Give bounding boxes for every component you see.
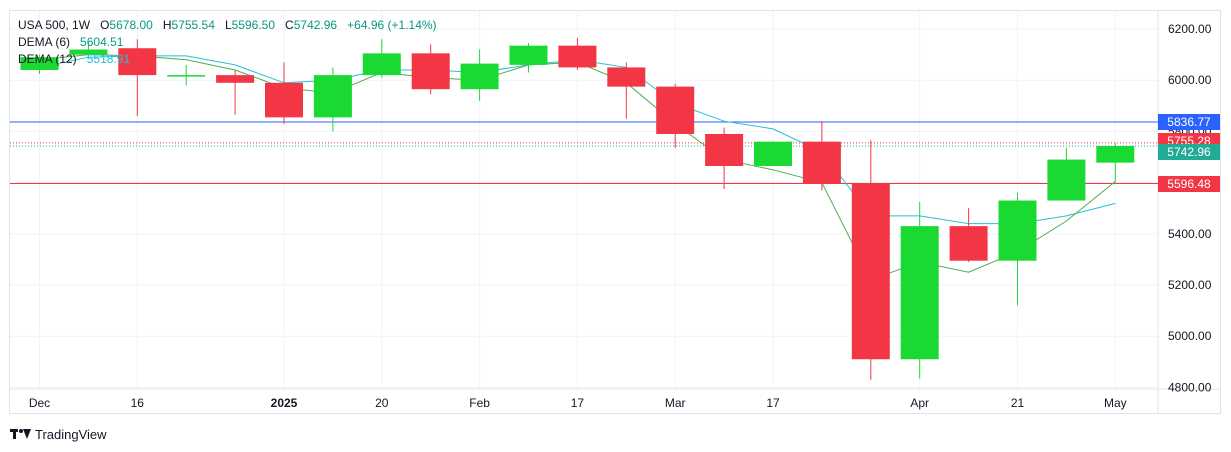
legend-high-value: 5755.54 [171, 18, 215, 32]
tradingview-branding[interactable]: TradingView [10, 424, 107, 444]
candle-up [362, 53, 401, 76]
legend-high-label: H [162, 18, 172, 32]
legend-dema12-row[interactable]: DEMA (12) 5518.91 [18, 51, 437, 68]
x-tick-label: 17 [571, 396, 585, 410]
candle-down [949, 226, 988, 261]
candle-down [216, 75, 255, 83]
legend-open-label: O [100, 18, 110, 32]
y-tick-label: 4800.00 [1168, 380, 1212, 394]
legend-dema6-value: 5604.51 [80, 35, 124, 49]
candle-down [558, 45, 597, 68]
y-tick-label: 6000.00 [1168, 73, 1212, 87]
legend-dema12-label: DEMA (12) [18, 52, 77, 66]
x-tick-label: May [1104, 396, 1127, 410]
candle-down [802, 141, 841, 184]
candle-up [313, 75, 352, 118]
candle-up [1096, 146, 1135, 163]
legend-close-value: 5742.96 [293, 18, 338, 32]
candle-down [851, 183, 890, 360]
candle-up [998, 200, 1037, 261]
price-tag-5596-48: 5596.48 [1158, 175, 1220, 192]
legend-change: +64.96 (+1.14%) [347, 18, 437, 32]
x-tick-label: Mar [665, 396, 686, 410]
legend-ohlc-row: USA 500, 1W O5678.00 H5755.54 L5596.50 C… [18, 17, 437, 34]
x-tick-label: Apr [910, 396, 929, 410]
candle-up [69, 49, 108, 55]
tradingview-text: TradingView [35, 426, 107, 442]
legend-symbol: USA 500, 1W [18, 18, 91, 32]
candle-down [656, 86, 695, 134]
candle-up [900, 226, 939, 360]
x-tick-label: Dec [29, 396, 50, 410]
chart-legend: USA 500, 1W O5678.00 H5755.54 L5596.50 C… [18, 17, 437, 68]
candle-down [705, 133, 744, 166]
candle-up [509, 45, 548, 65]
candle-up [167, 75, 206, 77]
legend-low-label: L [224, 18, 232, 32]
tradingview-logo-icon [10, 427, 32, 441]
candle-up [20, 57, 59, 70]
y-tick-label: 5400.00 [1168, 227, 1212, 241]
y-tick-label: 6200.00 [1168, 22, 1212, 36]
price-tag-5742-96: 5742.96 [1158, 144, 1220, 161]
chart-frame[interactable]: USA 500, 1W O5678.00 H5755.54 L5596.50 C… [9, 10, 1221, 414]
y-tick-label: 5200.00 [1168, 278, 1212, 292]
x-tick-label: Feb [469, 396, 490, 410]
x-tick-label: 16 [131, 396, 145, 410]
candlestick-chart[interactable]: 4800.005000.005200.005400.005600.005800.… [10, 11, 1220, 413]
legend-dema6-label: DEMA (6) [18, 35, 71, 49]
legend-dema12-value: 5518.91 [86, 52, 131, 66]
candle-down [411, 53, 450, 90]
y-tick-label: 5000.00 [1168, 329, 1212, 343]
candle-down [118, 48, 157, 76]
legend-close-label: C [285, 18, 294, 32]
legend-low-value: 5596.50 [231, 18, 276, 32]
candle-up [1047, 159, 1086, 201]
legend-dema6-row[interactable]: DEMA (6) 5604.51 [18, 34, 437, 51]
x-tick-label: 2025 [271, 396, 298, 410]
legend-open-value: 5678.00 [109, 18, 153, 32]
x-tick-label: 21 [1011, 396, 1025, 410]
candle-down [265, 82, 303, 118]
candle-up [460, 63, 499, 90]
candle-up [754, 141, 792, 166]
x-tick-label: 17 [766, 396, 780, 410]
candle-down [607, 67, 646, 87]
price-tag-5836-77: 5836.77 [1158, 114, 1220, 130]
x-tick-label: 20 [375, 396, 389, 410]
